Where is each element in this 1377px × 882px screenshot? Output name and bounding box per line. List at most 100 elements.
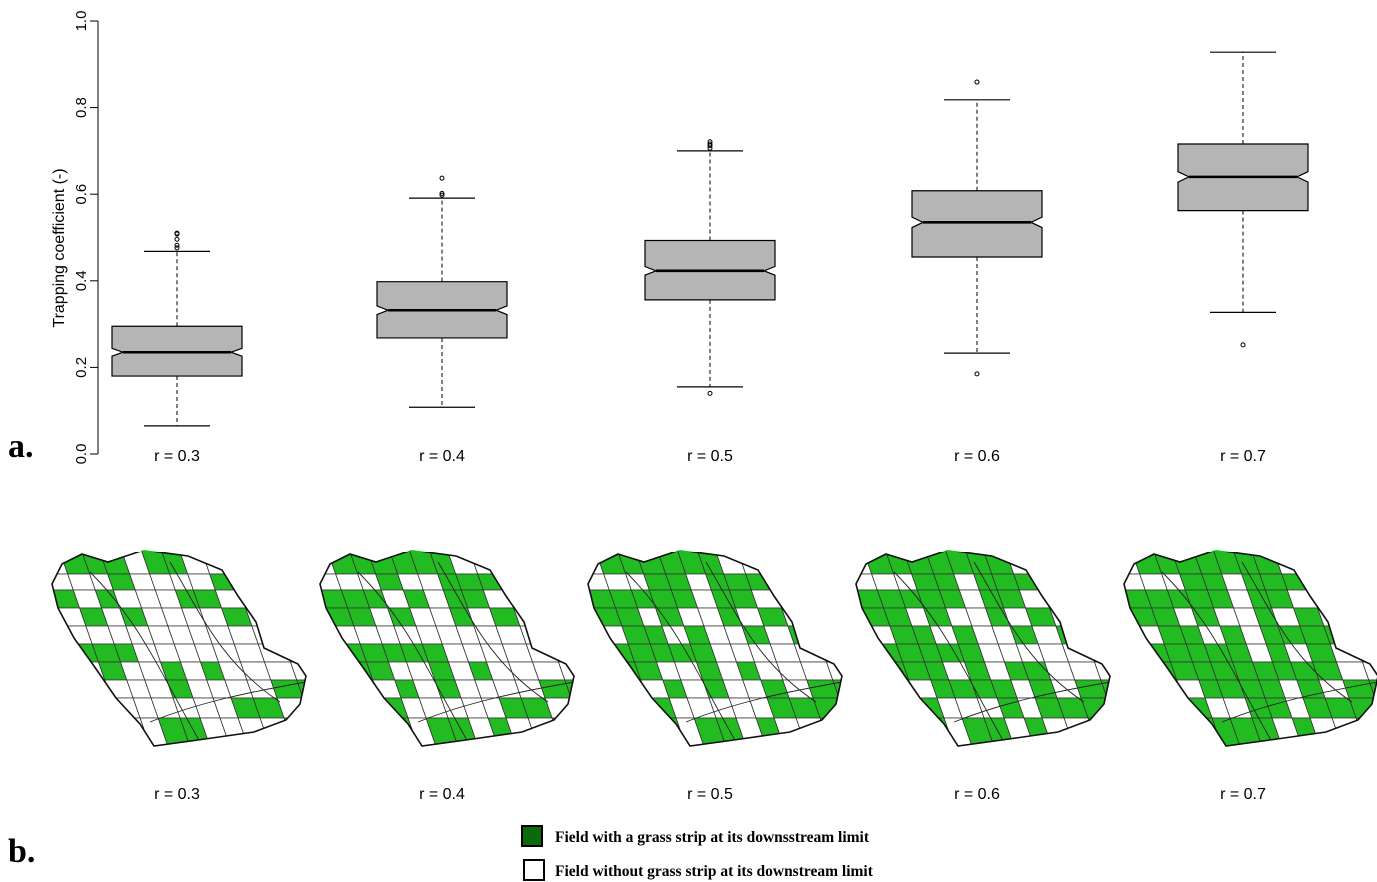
y-tick-label: 0.6 bbox=[73, 184, 90, 205]
field-parcel bbox=[223, 550, 261, 575]
field-parcel bbox=[588, 550, 605, 575]
field-parcel bbox=[320, 550, 337, 575]
outlier-point bbox=[174, 245, 180, 251]
field-parcel bbox=[800, 589, 842, 609]
map-label: r = 0.5 bbox=[687, 786, 733, 803]
field-parcel bbox=[1100, 679, 1110, 699]
field-parcel bbox=[1349, 625, 1377, 645]
y-tick-label: 0.8 bbox=[73, 97, 90, 118]
field-map-4 bbox=[855, 550, 1166, 752]
field-parcel bbox=[264, 589, 306, 609]
field-parcel bbox=[846, 718, 898, 752]
field-parcel bbox=[884, 697, 923, 719]
legend-label-without-strip: Field without grass strip at its downstr… bbox=[555, 863, 874, 880]
category-labels: r = 0.3 r = 0.4 r = 0.5 r = 0.6 r = 0.7 bbox=[154, 448, 1266, 465]
panel-a-letter: a. bbox=[8, 428, 34, 465]
field-parcel bbox=[759, 550, 797, 575]
field-parcel bbox=[283, 717, 306, 746]
field-parcel bbox=[1152, 697, 1191, 719]
field-parcel bbox=[551, 717, 574, 746]
outlier-point bbox=[174, 230, 180, 236]
field-parcel bbox=[1027, 550, 1065, 575]
boxplot-series bbox=[111, 51, 1309, 427]
field-parcel bbox=[769, 573, 802, 591]
box-4 bbox=[911, 79, 1043, 377]
field-parcel bbox=[1159, 717, 1203, 746]
field-parcel bbox=[1281, 573, 1312, 591]
field-parcel bbox=[570, 697, 574, 719]
field-parcel bbox=[348, 697, 387, 719]
field-parcel bbox=[532, 589, 574, 609]
field-parcel bbox=[819, 717, 842, 746]
field-parcel bbox=[539, 607, 574, 627]
field-parcel bbox=[1081, 625, 1110, 645]
field-parcel bbox=[527, 573, 574, 591]
y-tick-label: 1.0 bbox=[73, 11, 90, 32]
field-parcel bbox=[1087, 717, 1110, 746]
field-map-3 bbox=[587, 550, 898, 752]
field-parcel bbox=[1075, 607, 1110, 627]
category-label: r = 0.4 bbox=[419, 448, 465, 465]
field-parcel bbox=[838, 697, 842, 719]
field-parcel bbox=[1106, 697, 1110, 719]
outlier-point bbox=[439, 192, 445, 198]
field-parcel bbox=[296, 679, 306, 699]
field-parcel bbox=[1013, 573, 1044, 591]
field-parcel bbox=[249, 550, 301, 575]
field-parcel bbox=[813, 625, 842, 645]
box-5 bbox=[1177, 51, 1309, 348]
field-parcel bbox=[1037, 573, 1070, 591]
field-parcel bbox=[1053, 550, 1105, 575]
field-parcel bbox=[1093, 661, 1110, 681]
field-parcel bbox=[289, 661, 306, 681]
field-parcel bbox=[832, 679, 842, 699]
box-body bbox=[911, 190, 1043, 258]
field-map-5 bbox=[1123, 550, 1377, 747]
field-parcel bbox=[1331, 573, 1377, 591]
field-parcel bbox=[1114, 718, 1166, 752]
outlier-point bbox=[174, 242, 180, 248]
field-parcel bbox=[1355, 717, 1377, 746]
field-parcel bbox=[277, 625, 306, 645]
field-parcel bbox=[745, 573, 776, 591]
map-label: r = 0.7 bbox=[1220, 786, 1266, 803]
field-parcel bbox=[807, 607, 842, 627]
field-parcel bbox=[355, 717, 399, 746]
outlier-point bbox=[439, 175, 445, 181]
field-parcel bbox=[1124, 550, 1141, 575]
field-parcel bbox=[1305, 573, 1338, 591]
legend-swatch-white bbox=[523, 859, 545, 881]
field-parcel bbox=[1321, 550, 1373, 575]
panel-b-letter: b. bbox=[8, 833, 35, 870]
category-label: r = 0.6 bbox=[954, 448, 1000, 465]
field-parcel bbox=[1068, 589, 1110, 609]
field-parcel bbox=[271, 607, 306, 627]
box-1 bbox=[111, 230, 243, 427]
field-parcel bbox=[501, 573, 534, 591]
field-parcel bbox=[578, 718, 630, 752]
outlier-point bbox=[974, 371, 980, 377]
field-parcel bbox=[616, 697, 655, 719]
field-parcel bbox=[80, 697, 119, 719]
outlier-point bbox=[707, 139, 713, 145]
legend-label-with-strip: Field with a grass strip at its downsstr… bbox=[555, 829, 870, 846]
y-tick-label: 0.0 bbox=[73, 444, 90, 465]
field-parcel bbox=[259, 573, 306, 591]
field-parcel bbox=[517, 550, 569, 575]
outlier-point bbox=[1240, 342, 1246, 348]
field-maps bbox=[51, 550, 1377, 752]
field-parcel bbox=[302, 697, 306, 719]
legend: Field with a grass strip at its downsstr… bbox=[521, 825, 874, 881]
field-parcel bbox=[1336, 589, 1377, 609]
y-axis-title: Trapping coefficient (-) bbox=[51, 168, 68, 327]
field-parcel bbox=[551, 643, 574, 663]
field-parcel bbox=[1343, 607, 1377, 627]
field-parcel bbox=[1087, 643, 1110, 663]
outlier-point bbox=[439, 190, 445, 196]
y-tick-label: 0.2 bbox=[73, 357, 90, 378]
map-panel: b. r = 0.3 r = 0.4 r = 0.5 r = 0.6 r = 0.7 bbox=[8, 550, 1377, 870]
field-map-1 bbox=[51, 550, 307, 747]
field-parcel bbox=[825, 661, 842, 681]
field-parcel bbox=[856, 550, 873, 575]
